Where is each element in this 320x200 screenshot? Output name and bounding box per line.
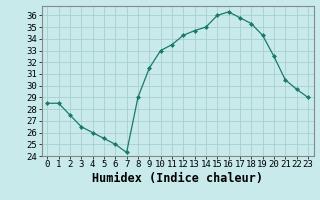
X-axis label: Humidex (Indice chaleur): Humidex (Indice chaleur) — [92, 172, 263, 185]
